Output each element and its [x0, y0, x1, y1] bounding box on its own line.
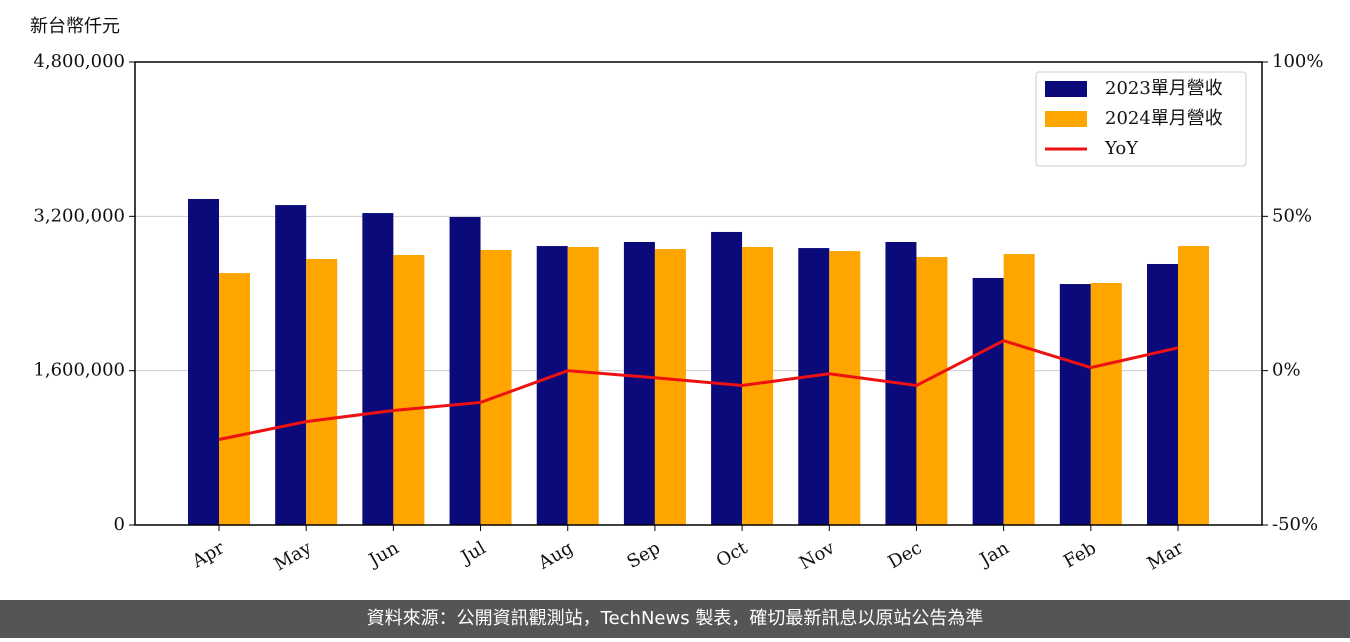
- bar: [1147, 263, 1178, 525]
- y2-tick-label: 0%: [1272, 360, 1301, 381]
- x-tick-label: Nov: [796, 537, 839, 574]
- x-tick-label: Sep: [624, 537, 664, 572]
- bar: [1090, 282, 1122, 525]
- bar: [449, 217, 481, 525]
- bar: [567, 247, 599, 525]
- bar: [623, 241, 655, 525]
- y-tick-label: 3,200,000: [33, 205, 125, 226]
- x-tick-label: Jul: [456, 537, 490, 569]
- source-note: 資料來源：公開資訊觀測站，TechNews 製表，確切最新訊息以原站公告為準: [367, 608, 984, 629]
- legend-label: 2023單月營收: [1105, 78, 1223, 99]
- bar: [829, 251, 861, 525]
- bar: [1059, 284, 1091, 525]
- bar: [972, 277, 1004, 525]
- x-tick-label: Jan: [975, 537, 1013, 571]
- y2-tick-label: -50%: [1272, 514, 1318, 535]
- bar: [219, 273, 250, 525]
- x-tick-label: Dec: [884, 537, 925, 573]
- bar: [536, 246, 568, 526]
- legend-box: [1035, 71, 1247, 167]
- bar: [480, 249, 512, 525]
- yoy-line: [218, 339, 1179, 441]
- plot-frame: [134, 61, 1263, 526]
- x-tick-label: Aug: [534, 537, 577, 574]
- bar: [654, 249, 686, 525]
- bar: [916, 257, 948, 525]
- bar: [798, 248, 830, 526]
- legend-label: 2024單月營收: [1105, 108, 1223, 129]
- x-tick-label: Feb: [1060, 537, 1100, 572]
- y-tick-label: 0: [114, 514, 125, 535]
- y-axis-label: 新台幣仟元: [30, 16, 120, 37]
- legend-swatch: [1045, 81, 1087, 97]
- x-tick-label: Oct: [713, 537, 752, 572]
- legend-label: YoY: [1104, 138, 1139, 159]
- footer-band: [0, 600, 1350, 638]
- bar: [393, 255, 425, 525]
- x-tick-label: Apr: [188, 537, 228, 572]
- y-tick-label: 4,800,000: [33, 51, 125, 72]
- x-tick-label: May: [271, 537, 316, 575]
- x-tick-label: Mar: [1144, 537, 1188, 574]
- legend-swatch: [1045, 111, 1087, 127]
- bar: [188, 198, 219, 526]
- bar: [306, 258, 338, 525]
- bar: [1178, 246, 1209, 526]
- y2-tick-label: 50%: [1272, 205, 1312, 226]
- bar: [711, 231, 743, 525]
- bar: [1003, 254, 1035, 526]
- y-tick-label: 1,600,000: [33, 360, 125, 381]
- bar: [362, 213, 394, 525]
- x-tick-label: Jun: [364, 537, 403, 572]
- y2-tick-label: 100%: [1272, 51, 1323, 72]
- bar: [275, 205, 307, 525]
